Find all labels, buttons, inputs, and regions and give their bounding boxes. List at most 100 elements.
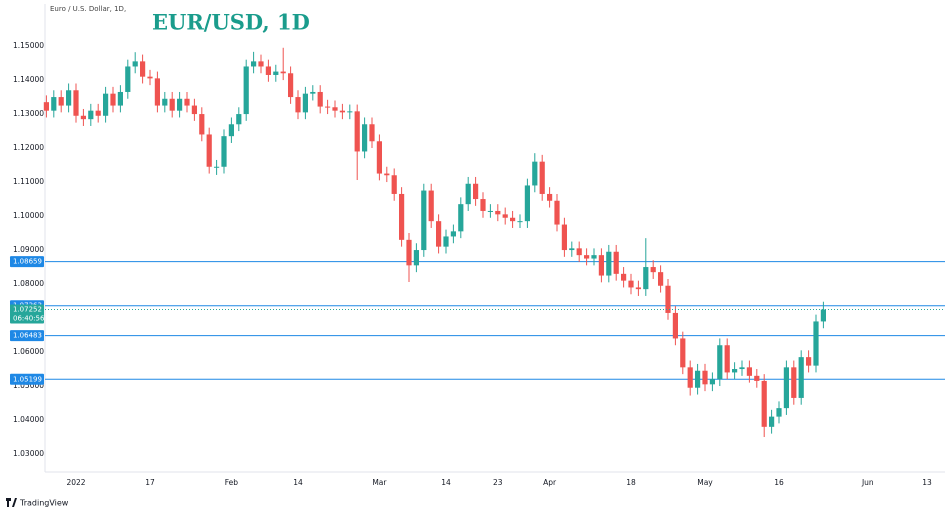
x-tick-label: Jun	[861, 478, 874, 487]
candle-body	[384, 173, 390, 176]
x-tick-label: Mar	[372, 478, 387, 487]
candle-body	[80, 115, 86, 120]
brand-name[interactable]: TradingView	[19, 499, 69, 508]
candle-body	[665, 285, 671, 313]
candle-body	[221, 136, 227, 167]
candle-body	[310, 91, 316, 94]
candle-body	[413, 250, 419, 266]
countdown-label: 06:40:56	[13, 314, 45, 322]
candle-body	[717, 345, 723, 380]
candle-body	[532, 161, 538, 186]
candle-body	[510, 217, 516, 222]
candle-body	[569, 248, 575, 251]
candle-body	[103, 93, 109, 116]
candle-body	[140, 61, 146, 77]
candle-body	[776, 408, 782, 417]
candle-body	[643, 267, 649, 290]
y-tick-label: 1.04000	[13, 415, 44, 424]
x-tick-label: Feb	[225, 478, 239, 487]
candle-body	[162, 98, 168, 106]
candle-body	[732, 369, 738, 373]
y-tick-label: 1.09000	[13, 245, 44, 254]
candle-body	[672, 312, 678, 339]
y-tick-label: 1.15000	[13, 41, 44, 50]
logo-icon	[6, 498, 17, 507]
candle-body	[473, 183, 479, 200]
candle-body	[702, 370, 708, 385]
candle-body	[251, 61, 257, 67]
y-tick-label: 1.12000	[13, 143, 44, 152]
candle-body	[746, 367, 752, 376]
candle-body	[339, 110, 345, 113]
candle-body	[169, 98, 175, 111]
candle-body	[273, 71, 279, 75]
candle-body	[524, 185, 530, 222]
level-label: 1.06483	[13, 332, 42, 340]
candle-body	[317, 91, 323, 107]
candle-body	[295, 97, 301, 113]
candle-body	[332, 107, 338, 111]
candle-body	[754, 375, 760, 381]
candle-body	[450, 231, 456, 237]
candle-body	[798, 357, 804, 398]
candle-body	[199, 114, 205, 135]
candle-body	[236, 114, 242, 125]
level-label-box	[10, 256, 44, 268]
candle-body	[576, 248, 582, 256]
candle-body	[539, 161, 545, 194]
candle-body	[606, 251, 612, 276]
level-label: 1.05199	[13, 375, 42, 383]
x-tick-label: 18	[626, 478, 636, 487]
candle-body	[376, 141, 382, 174]
candle-body	[325, 106, 331, 108]
x-tick-label: 17	[145, 478, 155, 487]
candle-body	[709, 379, 715, 385]
candle-body	[739, 367, 745, 370]
candle-body	[769, 416, 775, 427]
x-tick-label: May	[697, 478, 713, 487]
level-label-box	[10, 373, 44, 385]
x-tick-label: 16	[774, 478, 784, 487]
candle-body	[280, 71, 286, 74]
candle-body	[66, 90, 72, 106]
candle-body	[243, 66, 249, 115]
candle-body	[399, 193, 405, 240]
brand-logo: TradingView	[6, 498, 69, 508]
candle-body	[58, 97, 64, 106]
candle-body	[443, 236, 449, 247]
candle-body	[783, 367, 789, 409]
x-tick-label: Apr	[543, 478, 557, 487]
candle-body	[761, 380, 767, 427]
candle-body	[517, 221, 523, 223]
candle-body	[561, 224, 567, 251]
candle-body	[502, 214, 508, 218]
y-tick-label: 1.05000	[13, 381, 44, 390]
candle-body	[354, 111, 360, 152]
symbol-description: Euro / U.S. Dollar, 1D,	[50, 5, 126, 13]
candle-body	[421, 190, 427, 251]
last-price-box	[10, 304, 44, 324]
chart-title: EUR/USD, 1D	[152, 10, 310, 35]
candle-body	[658, 272, 664, 286]
candle-body	[687, 367, 693, 388]
candle-body	[635, 287, 641, 290]
level-label: 1.08659	[13, 258, 42, 266]
candle-body	[820, 309, 826, 322]
candle-body	[495, 210, 501, 215]
candle-body	[302, 93, 308, 113]
candle-body	[288, 73, 294, 98]
y-tick-label: 1.08000	[13, 279, 44, 288]
candle-body	[591, 255, 597, 259]
x-tick-label: 23	[493, 478, 503, 487]
candle-body	[43, 102, 49, 111]
candle-body	[613, 251, 619, 274]
candle-body	[628, 280, 634, 288]
candle-body	[391, 175, 397, 194]
candle-body	[88, 110, 94, 120]
candle-body	[547, 193, 553, 201]
candle-body	[465, 183, 471, 205]
candle-body	[428, 190, 434, 222]
candle-body	[621, 273, 627, 281]
candle-body	[695, 370, 701, 388]
candle-body	[791, 367, 797, 398]
